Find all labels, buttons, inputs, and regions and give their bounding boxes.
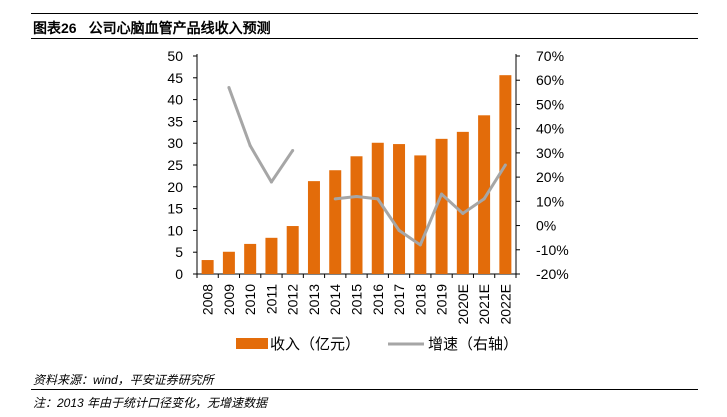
growth-line [227,86,294,184]
bar [456,131,469,274]
y-right-tick-label: 20% [536,169,564,185]
x-tick-label: 2014 [327,284,343,315]
bar [435,138,448,274]
legend-label-line: 增速（右轴） [428,336,518,353]
growth-line [335,164,507,247]
y-left-tick-label: 0 [175,266,183,282]
x-tick-label: 2021E [476,284,492,324]
x-tick-label: 2010 [242,284,258,315]
y-left-tick-label: 15 [167,201,183,217]
x-tick-label: 2013 [306,284,322,315]
y-left-tick-label: 25 [167,157,183,173]
x-tick-label: 2015 [349,284,365,315]
y-right-tick-label: 60% [536,72,564,88]
bar [244,243,257,274]
bar [350,156,363,274]
y-left-tick-label: 45 [167,70,183,86]
bar [222,251,235,274]
x-tick-label: 2011 [263,284,279,314]
y-left-tick-label: 40 [167,92,183,108]
y-right-tick-label: 0% [536,218,556,234]
x-tick-label: 2017 [391,284,407,315]
y-left-tick-label: 35 [167,113,183,129]
y-right-tick-label: 10% [536,193,564,209]
x-tick-label: 2008 [200,284,216,315]
y-left-tick-label: 5 [175,244,183,260]
y-right-tick-label: 40% [536,121,564,137]
bar [265,237,278,274]
title-rule [31,38,698,39]
footnote: 注：2013 年由于统计口径变化，无增速数据 [33,396,268,410]
bar [201,260,214,274]
footer-rule [31,389,698,390]
y-left-tick-label: 20 [167,179,183,195]
y-right-tick-label: 50% [536,96,564,112]
figure-title: 图表26 公司心脑血管产品线收入预测 [33,18,271,38]
figure-label: 图表26 [33,20,77,36]
y-right-tick-label: 30% [536,145,564,161]
bar [393,144,406,274]
x-tick-label: 2020E [455,284,471,324]
y-right-tick-label: -20% [536,266,569,282]
y-left-tick-label: 10 [167,222,183,238]
y-left-tick-label: 50 [167,48,183,64]
y-left-tick-label: 30 [167,135,183,151]
x-tick-label: 2009 [221,284,237,315]
bar [286,226,299,274]
bar [499,75,512,275]
y-right-tick-label: -10% [536,242,569,258]
bar [371,142,384,274]
y-right-tick-label: 70% [536,48,564,64]
x-tick-label: 2012 [285,284,301,315]
x-tick-label: 2022E [497,284,513,324]
figure-title-text: 公司心脑血管产品线收入预测 [88,20,271,36]
header-rule [31,13,698,14]
x-tick-label: 2016 [370,284,386,315]
legend-label-bar: 收入（亿元） [270,336,360,353]
legend-swatch-bar [236,338,268,349]
bar [329,170,342,274]
x-tick-label: 2019 [434,284,450,315]
x-tick-label: 2018 [412,284,428,315]
bar [414,155,427,274]
bar [478,115,491,275]
bar [307,181,320,274]
source-note: 资料来源：wind，平安证券研究所 [33,373,214,387]
